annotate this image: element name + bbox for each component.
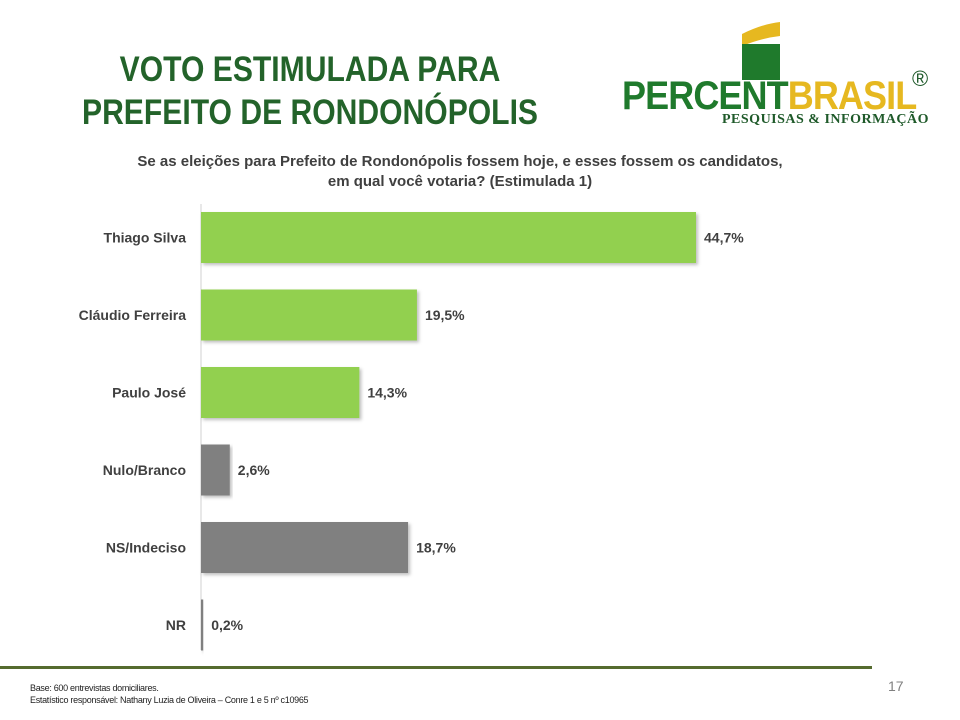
value-label-5: 0,2% [211, 617, 243, 633]
chart-subtitle: Se as eleições para Prefeito de Rondonóp… [80, 152, 840, 192]
category-label-4: NS/Indeciso [106, 540, 186, 556]
bars-group: Thiago Silva 44,7% Cláudio Ferreira 19,5% Pa… [79, 212, 744, 651]
flag-logo-icon [742, 22, 780, 80]
category-label-0: Thiago Silva [104, 230, 187, 246]
page-title: VOTO ESTIMULADA PARA PREFEITO DE RONDONÓ… [78, 48, 542, 134]
title-line-2: PREFEITO DE RONDONÓPOLIS [81, 93, 539, 132]
bar-2 [201, 367, 360, 418]
percentbrasil-logo: PERCENTBRASIL ® PESQUISAS & INFORMAÇÃO [622, 22, 942, 132]
bar-5 [201, 599, 204, 651]
bar-4 [201, 522, 409, 573]
category-label-5: NR [166, 617, 186, 633]
logo-word-brasil: BRASIL [787, 74, 918, 118]
value-label-0: 44,7% [704, 230, 744, 246]
value-label-1: 19,5% [425, 307, 465, 323]
value-label-4: 18,7% [416, 540, 456, 556]
statistician-note: Estatístico responsável: Nathany Luzia d… [30, 695, 309, 705]
logo-tagline: PESQUISAS & INFORMAÇÃO [722, 112, 930, 127]
title-line-1: VOTO ESTIMULADA PARA [119, 50, 501, 89]
value-label-2: 14,3% [367, 385, 407, 401]
bar-1 [201, 289, 417, 341]
registered-mark: ® [912, 66, 929, 91]
logo-wordmark: PERCENTBRASIL [622, 74, 918, 119]
category-label-2: Paulo José [112, 385, 186, 401]
bar-chart: Thiago Silva 44,7% Cláudio Ferreira 19,5% Pa… [79, 204, 744, 651]
category-label-1: Cláudio Ferreira [79, 307, 187, 323]
bar-3 [201, 444, 230, 496]
logo-word-percent: PERCENT [622, 74, 789, 118]
value-label-3: 2,6% [238, 462, 270, 478]
bar-0 [201, 212, 696, 263]
base-note: Base: 600 entrevistas domiciliares. [30, 683, 159, 693]
subtitle-line-2: em qual você votaria? (Estimulada 1) [327, 173, 593, 190]
footer-notes: Base: 600 entrevistas domiciliares. Esta… [30, 682, 309, 706]
page-number: 17 [888, 678, 904, 694]
footer-divider [0, 666, 872, 669]
subtitle-line-1: Se as eleições para Prefeito de Rondonóp… [137, 153, 783, 170]
category-label-3: Nulo/Branco [103, 462, 186, 478]
